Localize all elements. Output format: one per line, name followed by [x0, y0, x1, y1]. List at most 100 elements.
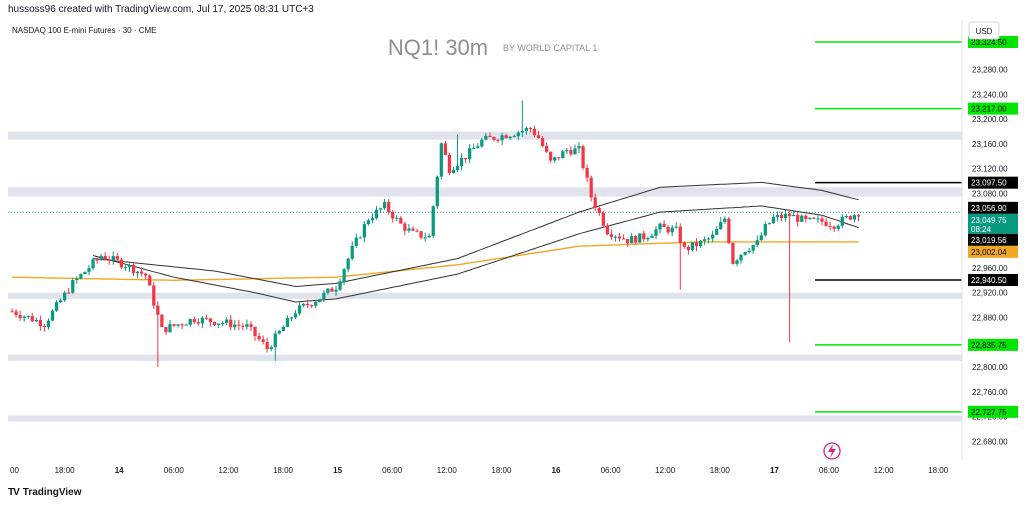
candle-body	[407, 228, 411, 231]
candle-body	[767, 223, 771, 225]
candle	[488, 132, 492, 138]
candle-body	[808, 217, 812, 219]
candle-body	[366, 220, 371, 225]
y-tick-label: 22,760.00	[972, 388, 1008, 397]
candle	[800, 214, 804, 223]
x-tick-label: 14	[115, 466, 124, 475]
candle	[496, 138, 500, 143]
candle	[79, 273, 83, 280]
candle	[358, 236, 362, 239]
x-tick-label: 15	[333, 466, 342, 475]
candle-body	[504, 135, 508, 139]
tradingview-logo[interactable]: TV TradingView	[8, 487, 82, 498]
y-tick-label: 23,200.00	[972, 115, 1008, 124]
candle-body	[42, 326, 47, 328]
lightning-icon[interactable]	[823, 442, 841, 460]
candle-body	[698, 240, 703, 247]
x-tick-label: 06:00	[819, 466, 840, 475]
candle	[374, 206, 379, 220]
candle-body	[249, 324, 253, 327]
candle-body	[370, 218, 375, 221]
candle-body	[658, 223, 662, 230]
candle-body	[297, 305, 302, 314]
y-tick-label: 23,120.00	[972, 165, 1008, 174]
candle	[808, 217, 812, 220]
price-tag-0: 23,056.90	[968, 201, 1018, 214]
price-tag-bg	[968, 233, 1018, 246]
candle-body	[690, 242, 695, 250]
candle-body	[273, 333, 277, 348]
candle-body	[516, 132, 520, 137]
candle-body	[188, 319, 192, 325]
candle	[212, 321, 217, 326]
candle-body	[508, 136, 512, 139]
candle-body	[127, 264, 132, 268]
candle	[593, 193, 597, 211]
candle	[553, 156, 557, 163]
candle	[476, 143, 480, 149]
candle-body	[310, 305, 314, 307]
candle-body	[156, 305, 160, 315]
tradingview-logo-text: TradingView	[22, 487, 82, 498]
candle-body	[455, 166, 460, 170]
candle-body	[642, 233, 646, 240]
candle-body	[34, 320, 38, 322]
candle-body	[289, 317, 294, 319]
candle	[18, 310, 22, 321]
candle-body	[200, 317, 204, 324]
candle	[702, 236, 707, 245]
candle-body	[354, 237, 358, 246]
candle-body	[783, 213, 788, 219]
level-tag-label: 23,324.50	[971, 38, 1007, 47]
candle	[820, 215, 824, 226]
candle-body	[144, 273, 148, 276]
candle-body	[528, 128, 533, 130]
level-tag-bg	[968, 405, 1018, 418]
candle	[751, 244, 755, 254]
candle	[536, 130, 541, 139]
candle	[277, 330, 281, 335]
candle	[856, 214, 861, 222]
candle-body	[212, 322, 217, 325]
candle-body	[524, 128, 528, 131]
candle	[34, 317, 38, 323]
candle	[233, 320, 237, 331]
candle	[528, 126, 533, 133]
candle	[670, 224, 674, 237]
candle	[747, 247, 751, 254]
price-tag-label: 23,049.75	[971, 216, 1007, 225]
candle	[237, 319, 241, 331]
level-tag-5: 22,727.75	[968, 405, 1018, 418]
candle-body	[451, 169, 456, 174]
candle-body	[180, 324, 184, 326]
candle-body	[135, 271, 140, 274]
candle-body	[346, 258, 350, 270]
candle-body	[484, 135, 488, 140]
currency-label: USD	[976, 27, 993, 36]
candle-body	[334, 289, 338, 292]
candle	[775, 211, 780, 222]
candle	[792, 210, 796, 217]
currency-button[interactable]	[968, 21, 1000, 40]
candle	[512, 134, 516, 138]
candle-body	[391, 211, 395, 219]
y-tick-label: 23,160.00	[972, 140, 1008, 149]
candle	[387, 199, 391, 215]
candle-body	[771, 217, 776, 224]
candle	[804, 214, 808, 223]
candle-body	[731, 243, 735, 264]
instrument-title: NASDAQ 100 E-mini Futures · 30 · CME	[12, 26, 156, 35]
candle	[840, 214, 844, 229]
candle-body	[107, 259, 111, 261]
candle	[715, 226, 719, 235]
candle-body	[609, 234, 614, 237]
candle	[621, 234, 626, 240]
ma-orange-line	[11, 241, 859, 282]
y-tick-label: 22,680.00	[972, 437, 1008, 446]
candle	[690, 242, 695, 252]
candle	[172, 323, 176, 328]
candle-body	[646, 237, 650, 240]
candle-body	[293, 313, 298, 318]
